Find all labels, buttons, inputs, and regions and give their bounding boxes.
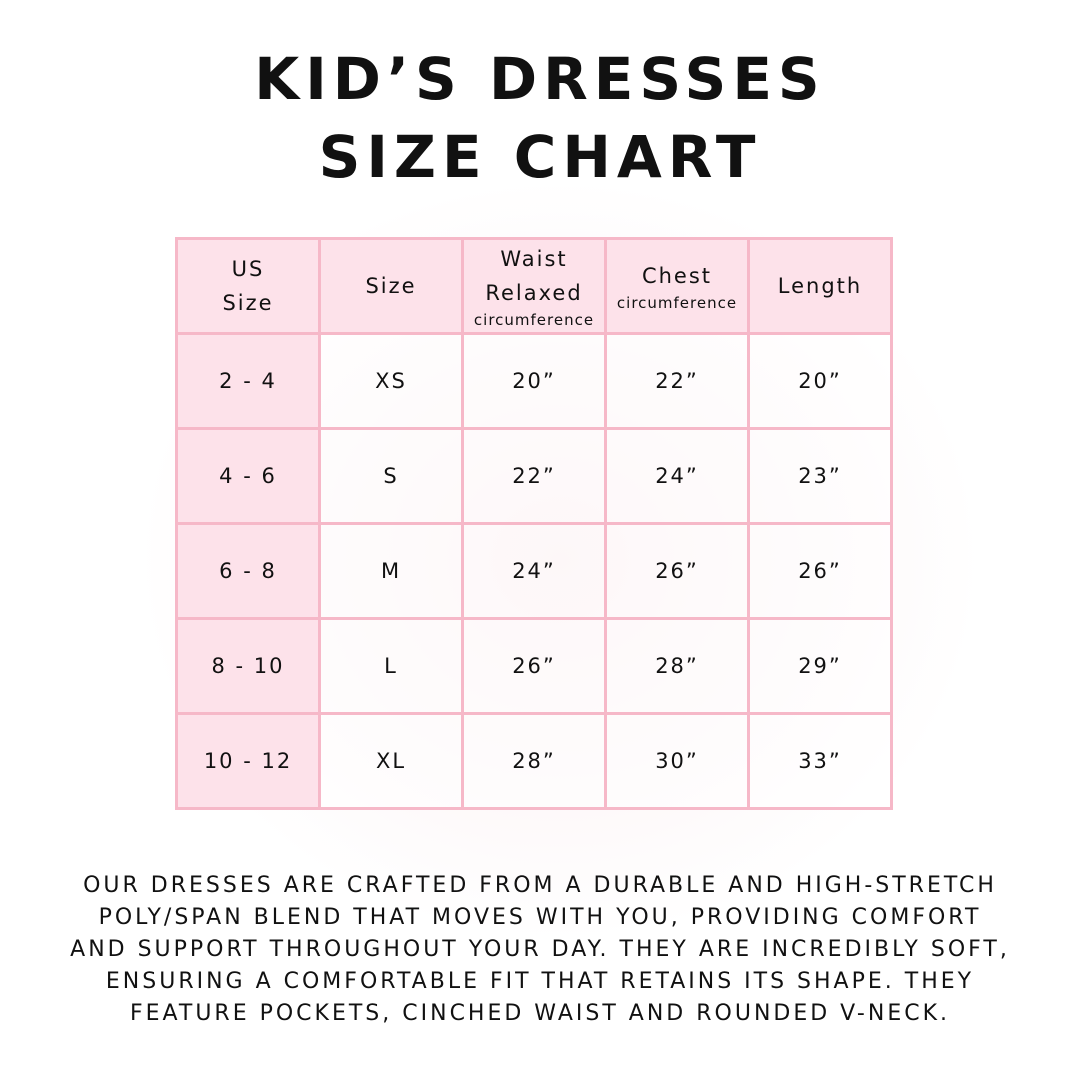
header-text: US [231, 257, 265, 281]
table-cell: 33” [747, 712, 893, 810]
table-cell: 26” [461, 617, 607, 715]
column-header: Length [747, 237, 893, 335]
column-header: US Size [175, 237, 321, 335]
table-row: 8 - 10 L 26” 28” 29” [175, 617, 893, 715]
table-cell: 8 - 10 [175, 617, 321, 715]
header-text: Chest [641, 264, 713, 288]
table-cell: 28” [604, 617, 750, 715]
table-row: 10 - 12 XL 28” 30” 33” [175, 712, 893, 810]
header-text: Relaxed [485, 281, 583, 305]
size-table: US Size Size Waist Relaxed circumference Chest… [175, 237, 893, 810]
table-cell: 23” [747, 427, 893, 525]
header-row: US Size Size Waist Relaxed circumference Chest… [175, 237, 893, 335]
table-cell: XL [318, 712, 464, 810]
table-cell: 2 - 4 [175, 332, 321, 430]
title-line: SIZE CHART [318, 123, 762, 191]
table-cell: M [318, 522, 464, 620]
table-body: 2 - 4 XS 20” 22” 20” 4 - 6 S 22” 24” 23” 6 - 8 M 24”… [175, 332, 893, 810]
table-cell: 22” [461, 427, 607, 525]
table-cell: 26” [747, 522, 893, 620]
description-line: FEATURE POCKETS, CINCHED WAIST AND ROUND… [129, 1001, 951, 1026]
title: KID’S DRESSES SIZE CHART [0, 40, 1080, 196]
column-header: Waist Relaxed circumference [461, 237, 607, 335]
table-cell: XS [318, 332, 464, 430]
description-line: POLY/SPAN BLEND THAT MOVES WITH YOU, PRO… [98, 905, 982, 930]
header-note: circumference [473, 311, 595, 329]
table-cell: 24” [461, 522, 607, 620]
table-cell: 6 - 8 [175, 522, 321, 620]
table-cell: S [318, 427, 464, 525]
header-text: Size [365, 274, 417, 298]
header-text: Length [777, 274, 863, 298]
column-header: Chest circumference [604, 237, 750, 335]
description: OUR DRESSES ARE CRAFTED FROM A DURABLE A… [0, 870, 1080, 1030]
column-header: Size [318, 237, 464, 335]
table-cell: 29” [747, 617, 893, 715]
table-cell: 4 - 6 [175, 427, 321, 525]
description-line: ENSURING A COMFORTABLE FIT THAT RETAINS … [105, 969, 975, 994]
table-cell: 30” [604, 712, 750, 810]
description-line: OUR DRESSES ARE CRAFTED FROM A DURABLE A… [83, 873, 997, 898]
header-text: Size [222, 291, 274, 315]
table-cell: 28” [461, 712, 607, 810]
description-line: AND SUPPORT THROUGHOUT YOUR DAY. THEY AR… [70, 937, 1010, 962]
table-cell: L [318, 617, 464, 715]
table-row: 2 - 4 XS 20” 22” 20” [175, 332, 893, 430]
table-cell: 24” [604, 427, 750, 525]
table-cell: 20” [461, 332, 607, 430]
table-cell: 26” [604, 522, 750, 620]
header-text: Waist [500, 247, 568, 271]
table-cell: 22” [604, 332, 750, 430]
table-cell: 10 - 12 [175, 712, 321, 810]
table-head: US Size Size Waist Relaxed circumference Chest… [175, 237, 893, 335]
table-cell: 20” [747, 332, 893, 430]
table-row: 6 - 8 M 24” 26” 26” [175, 522, 893, 620]
table-row: 4 - 6 S 22” 24” 23” [175, 427, 893, 525]
header-note: circumference [616, 294, 738, 312]
title-line: KID’S DRESSES [254, 45, 826, 113]
